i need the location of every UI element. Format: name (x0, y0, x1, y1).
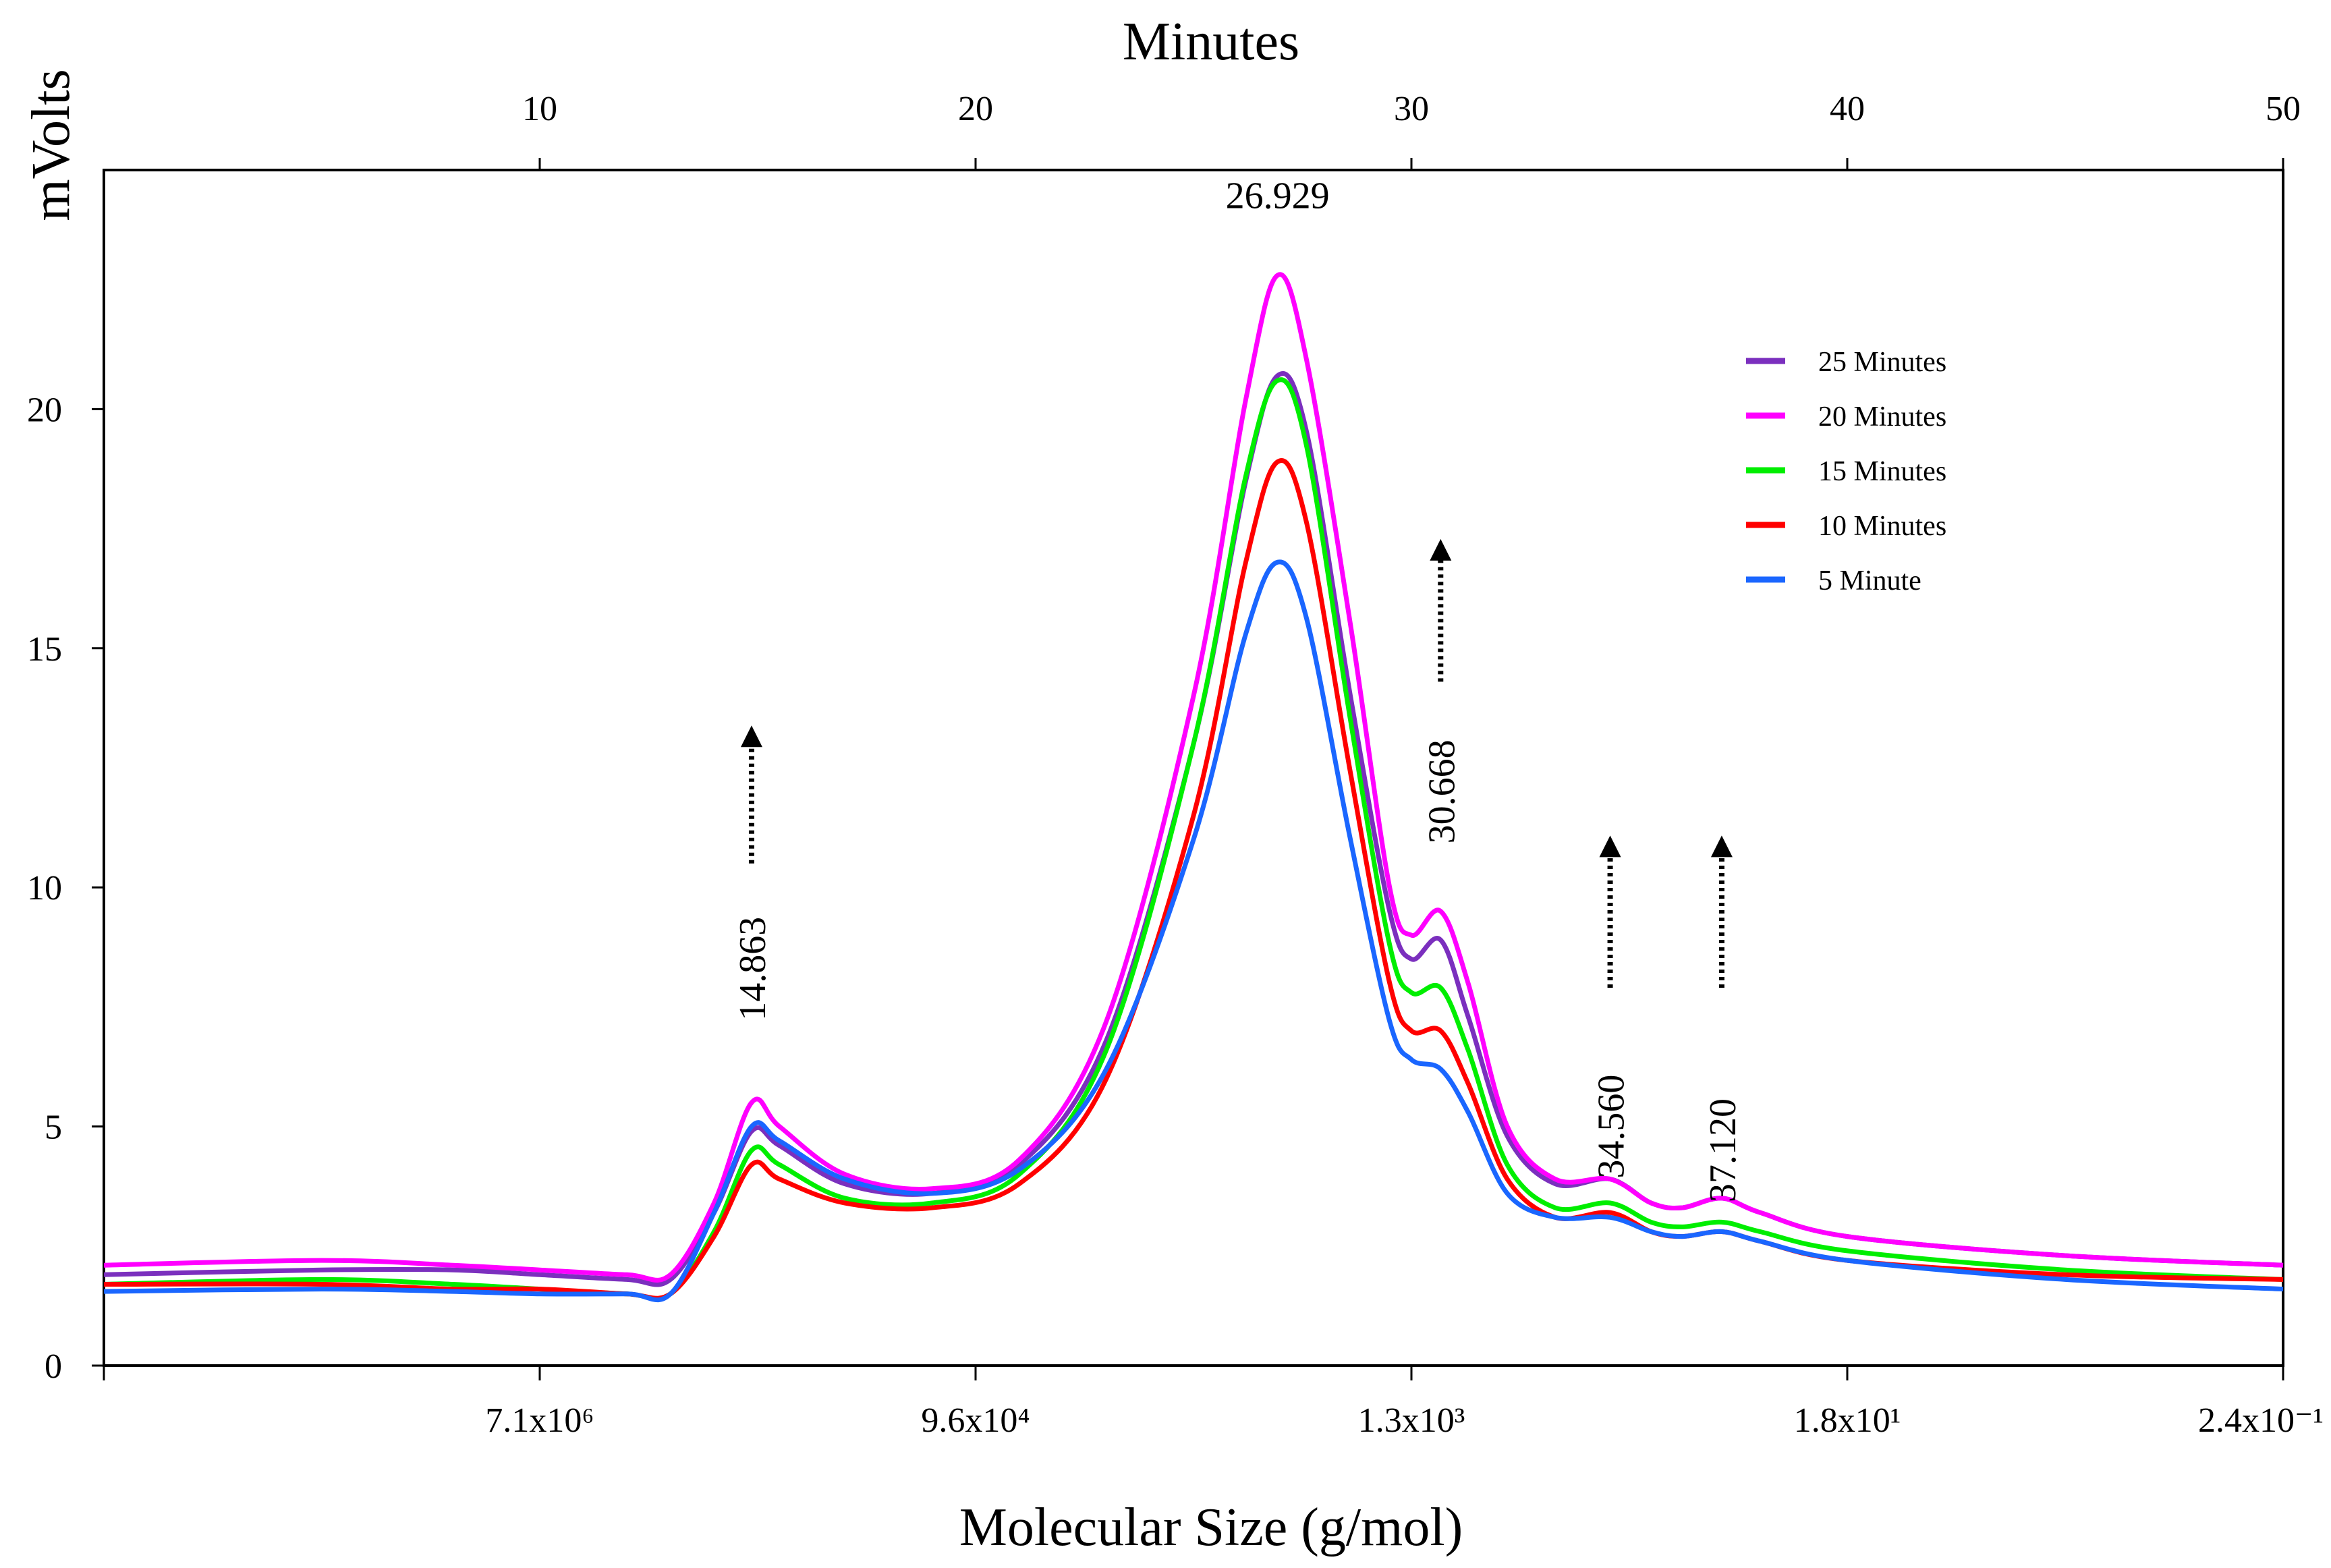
top-tick-label: 40 (1830, 90, 1865, 128)
y-tick-label: 5 (45, 1109, 62, 1147)
bottom-tick-label: 2.4x10⁻¹ (2198, 1401, 2324, 1440)
peak-label: 14.863 (732, 917, 774, 1021)
peak-arrow-head (1599, 835, 1621, 858)
top-tick-label: 30 (1394, 90, 1429, 128)
bottom-tick-label: 9.6x10⁴ (921, 1401, 1030, 1440)
x-axis-title: Molecular Size (g/mol) (959, 1498, 1463, 1557)
top-tick-label: 20 (958, 90, 993, 128)
peak-label: 37.120 (1702, 1098, 1744, 1202)
plot-frame (103, 169, 2284, 1367)
series-lines (103, 272, 2284, 1303)
peak-annotations: 26.929 14.863 30.668 34.560 37.120 (732, 175, 1744, 1202)
series-line-5-minute (103, 559, 2284, 1303)
legend-label: 15 Minutes (1818, 456, 1946, 487)
series-line-20-minutes (103, 272, 2284, 1283)
y-tick-label: 15 (27, 630, 62, 669)
peak-arrow-head (1430, 538, 1452, 561)
legend-label: 25 Minutes (1818, 347, 1946, 378)
y-axis-title: mVolts (22, 69, 81, 221)
peak-arrow-head (1710, 835, 1733, 858)
legend-label: 20 Minutes (1818, 401, 1946, 432)
top-tick-label: 50 (2266, 90, 2301, 128)
top-axis-title: Minutes (1123, 12, 1299, 72)
series-line-10-minutes (103, 458, 2284, 1301)
legend: 25 Minutes 20 Minutes 15 Minutes 10 Minutes… (1746, 347, 1946, 596)
bottom-tick-label: 1.8x10¹ (1794, 1401, 1901, 1440)
peak-label: 34.560 (1591, 1075, 1633, 1179)
bottom-tick-label: 7.1x10⁶ (485, 1401, 594, 1440)
peak-label: 30.668 (1421, 739, 1463, 843)
y-tick-label: 20 (27, 391, 62, 429)
top-tick-label: 10 (522, 90, 557, 128)
peak-arrow-head (740, 725, 762, 748)
axis-ticks: 10 20 30 40 507.1x10⁶ 9.6x10⁴ 1.3x10³ 1.8x10¹ 2.… (27, 90, 2324, 1440)
series-line-25-minutes (103, 371, 2284, 1287)
bottom-tick-label: 1.3x10³ (1358, 1401, 1465, 1440)
legend-label: 10 Minutes (1818, 511, 1946, 542)
legend-label: 5 Minute (1818, 565, 1921, 596)
y-tick-label: 10 (27, 869, 62, 907)
y-tick-label: 0 (45, 1347, 62, 1386)
peak-label: 26.929 (1226, 175, 1330, 217)
